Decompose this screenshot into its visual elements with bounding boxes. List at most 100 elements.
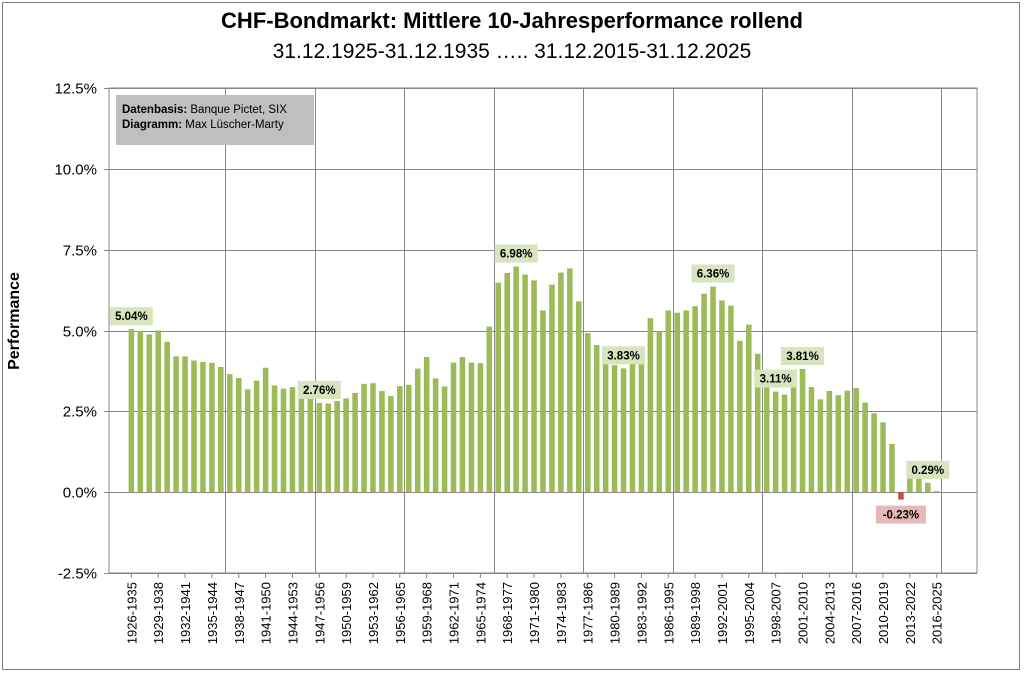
data-label-box [906, 460, 950, 479]
bar [477, 363, 484, 493]
x-tick-label: 1992-2001 [715, 582, 730, 644]
bar [191, 360, 197, 493]
bar [549, 284, 555, 493]
x-tick-label: 1947-1956 [312, 582, 327, 644]
bar [799, 368, 806, 493]
data-label: 2.76% [303, 385, 336, 397]
bar [182, 356, 188, 493]
bar [164, 341, 170, 493]
x-tick-label: 1953-1962 [366, 582, 381, 644]
bar [423, 357, 430, 493]
data-label-box [691, 264, 735, 283]
x-tick-label: 2001-2010 [796, 582, 811, 644]
bar [209, 362, 215, 493]
x-tick-label: 1983-1992 [634, 582, 649, 644]
bar [325, 403, 332, 493]
data-label: -0.23% [883, 510, 919, 522]
bar [200, 361, 206, 493]
bar [531, 280, 537, 493]
bar [907, 473, 913, 493]
x-tick-label: 1968-1977 [500, 582, 515, 644]
bar [889, 443, 895, 493]
bar [593, 345, 600, 493]
bar [737, 340, 743, 493]
data-label-box [875, 505, 926, 524]
bar [432, 378, 439, 493]
source-value: Banque Pictet, SIX [190, 104, 287, 116]
x-tick-label: 1959-1968 [420, 582, 435, 644]
bar [638, 353, 645, 493]
bar [584, 333, 591, 493]
data-label-box [602, 346, 646, 365]
bar [522, 274, 528, 493]
bar [763, 375, 770, 493]
bar [155, 330, 161, 493]
bar [397, 386, 403, 493]
bar [835, 395, 842, 493]
source-box: Datenbasis: Banque Pictet, SIX Diagramm:… [116, 95, 314, 145]
bar [361, 383, 367, 493]
data-label-box [754, 369, 798, 388]
data-label-box [494, 244, 538, 263]
x-tick-label: 1971-1980 [527, 582, 542, 644]
bar [862, 402, 868, 493]
bar [307, 387, 314, 493]
x-tick-label: 1941-1950 [259, 582, 274, 644]
chart-title: CHF-Bondmarkt: Mittlere 10-Jahresperform… [221, 8, 803, 33]
bar [343, 398, 349, 493]
data-label-box [781, 346, 825, 365]
bar [826, 390, 833, 493]
author-label: Diagramm: [122, 119, 183, 131]
data-label: 3.83% [607, 350, 640, 362]
bar [808, 387, 815, 493]
bar [853, 388, 859, 493]
bar [898, 492, 904, 500]
bar [692, 306, 698, 493]
bar [253, 380, 260, 493]
x-tick-label: 1965-1974 [473, 582, 488, 644]
data-label: 6.36% [697, 269, 730, 281]
bar [710, 286, 716, 493]
bar [262, 367, 269, 493]
bar [146, 334, 153, 493]
x-tick-label: 2004-2013 [822, 582, 837, 644]
bar [620, 368, 627, 493]
x-tick-label: 1989-1998 [688, 582, 703, 644]
y-tick-label: 7.5% [63, 243, 97, 260]
bar [576, 301, 582, 493]
data-label-box [297, 380, 341, 399]
bar [844, 390, 851, 493]
y-tick-label: -2.5% [58, 566, 97, 583]
bar [781, 394, 788, 493]
x-tick-label: 1938-1947 [232, 582, 247, 644]
y-tick-label: 5.0% [63, 324, 97, 341]
data-label: 0.29% [911, 465, 944, 477]
bar [567, 268, 573, 493]
bar [602, 359, 609, 493]
bar [772, 391, 779, 493]
bar [701, 293, 707, 493]
y-tick-label: 0.0% [63, 485, 97, 502]
bar [388, 396, 394, 493]
bar [504, 272, 510, 493]
x-tick-label: 2013-2022 [903, 582, 918, 644]
data-label: 5.04% [115, 311, 148, 323]
bar [316, 402, 323, 493]
bar [128, 329, 135, 493]
bar [719, 300, 725, 493]
bar [665, 310, 672, 493]
bar [871, 413, 877, 493]
bar [370, 383, 376, 493]
x-tick-label: 1962-1971 [447, 582, 462, 644]
bar [746, 324, 752, 493]
author-value: Max Lüscher-Marty [185, 119, 284, 131]
bar [405, 384, 412, 493]
bar [683, 310, 689, 493]
y-tick-label: 10.0% [54, 162, 97, 179]
x-tick-label: 1998-2007 [769, 582, 784, 644]
bar [468, 362, 475, 493]
bar [880, 422, 886, 493]
bar [656, 331, 663, 493]
x-tick-label: 1926-1935 [124, 582, 139, 644]
